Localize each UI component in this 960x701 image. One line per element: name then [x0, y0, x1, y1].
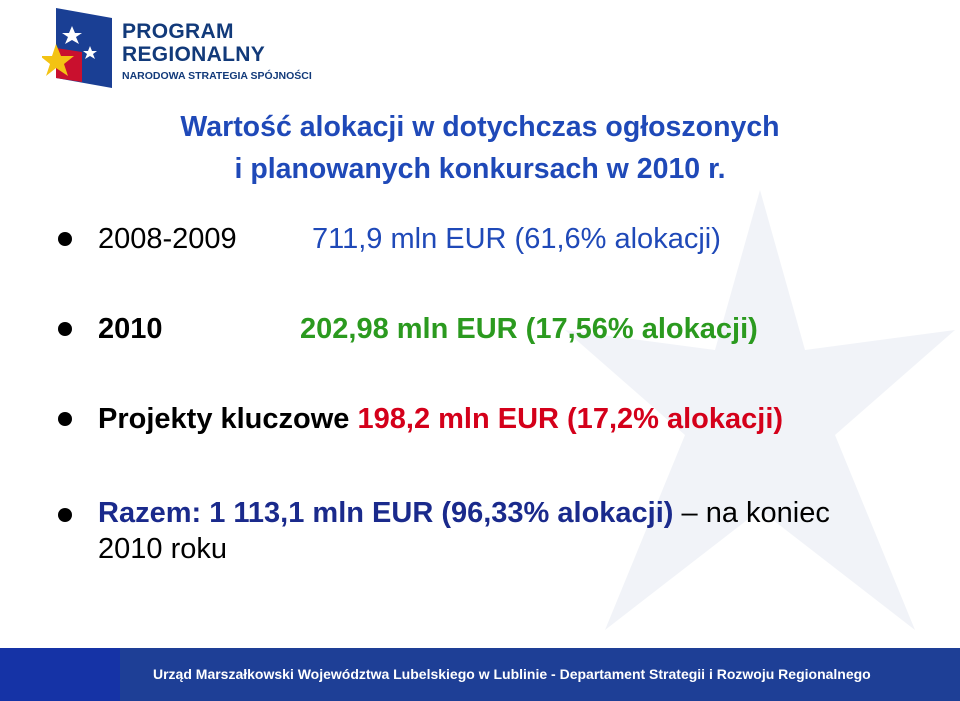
- program-logo: PROGRAM REGIONALNY NARODOWA STRATEGIA SP…: [42, 4, 342, 94]
- bullet-icon: [58, 412, 72, 426]
- footer-accent: [0, 648, 120, 701]
- logo-text: PROGRAM REGIONALNY NARODOWA STRATEGIA SP…: [122, 20, 312, 84]
- total-line-2: 2010 roku: [98, 533, 227, 565]
- bullet-icon: [58, 322, 72, 336]
- list-item-2008-2009: 2008-2009: [98, 222, 237, 256]
- slide-title: Wartość alokacji w dotychczas ogłoszonyc…: [0, 106, 960, 190]
- item-label: 2008-2009: [98, 223, 237, 255]
- bullet-icon: [58, 508, 72, 522]
- list-item-key-projects: Projekty kluczowe 198,2 mln EUR (17,2% a…: [98, 402, 783, 436]
- item-label: 2010: [98, 313, 163, 345]
- logo-line-program: PROGRAM: [122, 20, 234, 43]
- logo-line-regionalny: REGIONALNY: [122, 43, 266, 66]
- footer-bar: Urząd Marszałkowski Województwa Lubelski…: [0, 648, 960, 701]
- background-star-graphic: [565, 190, 955, 630]
- title-line-2: i planowanych konkursach w 2010 r.: [234, 153, 726, 185]
- list-item-2010: 2010: [98, 312, 163, 346]
- footer-text: Urząd Marszałkowski Województwa Lubelski…: [153, 666, 871, 682]
- item-label: Projekty kluczowe: [98, 403, 350, 435]
- title-line-1: Wartość alokacji w dotychczas ogłoszonyc…: [180, 111, 780, 143]
- total-value: Razem: 1 113,1 mln EUR (96,33% alokacji): [98, 497, 674, 529]
- logo-line-strategy: NARODOWA STRATEGIA SPÓJNOŚCI: [122, 70, 312, 82]
- total-suffix: – na koniec: [673, 497, 830, 529]
- bullet-icon: [58, 232, 72, 246]
- item-value: 198,2 mln EUR (17,2% alokacji): [357, 403, 784, 435]
- item-value: 711,9 mln EUR (61,6% alokacji): [312, 223, 721, 255]
- list-item-total: Razem: 1 113,1 mln EUR (96,33% alokacji)…: [98, 496, 830, 530]
- logo-flag-stars-icon: [42, 8, 112, 88]
- item-value: 202,98 mln EUR (17,56% alokacji): [300, 313, 758, 345]
